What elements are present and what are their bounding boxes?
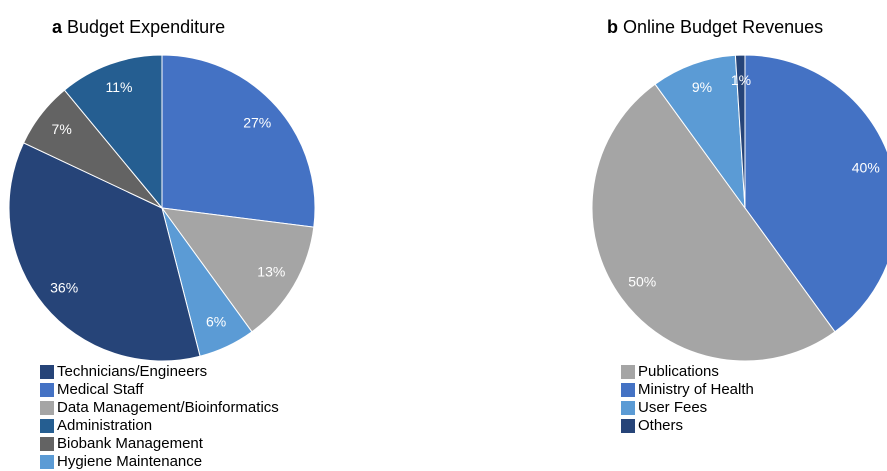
- legend-label: Medical Staff: [57, 381, 144, 398]
- legend-label: Data Management/Bioinformatics: [57, 399, 279, 416]
- value-label: 36%: [50, 280, 78, 296]
- legend-label: Administration: [57, 417, 152, 434]
- legend-swatch: [40, 455, 54, 469]
- legend-label: Biobank Management: [57, 435, 204, 452]
- value-label: 13%: [257, 263, 285, 279]
- value-label: 6%: [206, 314, 226, 330]
- legend-label: Publications: [638, 363, 719, 380]
- legend-swatch: [621, 419, 635, 433]
- legend-label: Technicians/Engineers: [57, 363, 207, 380]
- value-label: 50%: [628, 273, 656, 289]
- pie-slice: [744, 54, 887, 333]
- legend-swatch: [621, 383, 635, 397]
- legend-swatch: [40, 437, 54, 451]
- legend-swatch: [40, 401, 54, 415]
- value-label: 11%: [105, 79, 132, 95]
- pie-slice: [734, 54, 746, 209]
- chart-title: Online Budget Revenues: [623, 17, 823, 37]
- panel-label: b: [607, 17, 618, 37]
- legend-label: Others: [638, 417, 683, 434]
- pie-slice: [591, 83, 836, 362]
- legend-swatch: [40, 383, 54, 397]
- pie-slice: [160, 207, 315, 333]
- legend-swatch: [621, 401, 635, 415]
- legend-swatch: [40, 419, 54, 433]
- pie-slice: [8, 142, 201, 362]
- legend-label: Ministry of Health: [638, 381, 754, 398]
- value-label: 40%: [852, 159, 880, 175]
- legend-swatch: [40, 365, 54, 379]
- panel-label: a: [52, 17, 63, 37]
- pie-slice: [63, 54, 163, 210]
- pie-slice: [161, 54, 316, 228]
- value-label: 27%: [243, 115, 271, 131]
- value-label: 7%: [52, 121, 72, 137]
- legend-label: User Fees: [638, 399, 707, 416]
- value-label: 9%: [692, 79, 712, 95]
- legend-label: Hygiene Maintenance: [57, 453, 202, 470]
- pie-slice: [654, 54, 746, 210]
- value-label: 1%: [731, 72, 751, 88]
- chart-title: Budget Expenditure: [67, 17, 225, 37]
- legend-swatch: [621, 365, 635, 379]
